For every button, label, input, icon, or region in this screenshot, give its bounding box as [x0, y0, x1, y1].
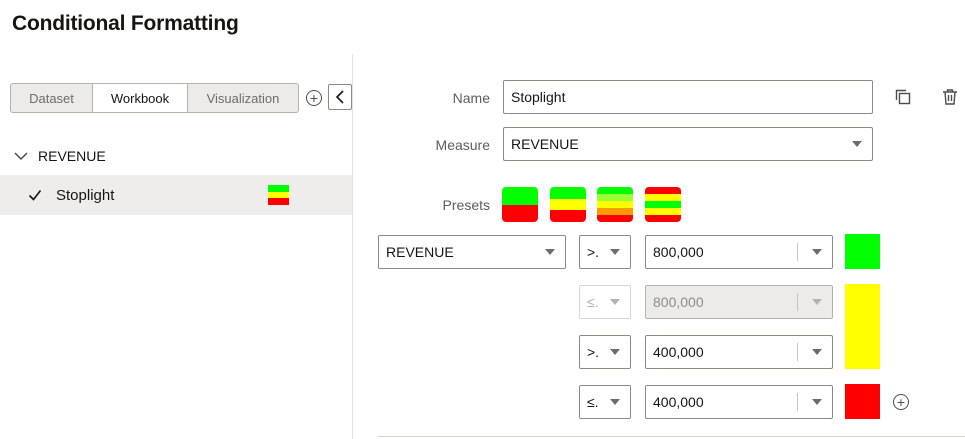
operator-value: >. — [587, 344, 600, 360]
chevron-down-icon — [14, 152, 28, 161]
dropdown-arrow-icon — [812, 299, 822, 305]
rule-measure-select[interactable]: REVENUE — [378, 235, 566, 269]
tree-group-revenue[interactable]: REVENUE — [12, 148, 106, 164]
preset-three-color[interactable] — [550, 187, 586, 222]
dropdown-arrow-icon — [610, 349, 620, 355]
chevron-left-icon — [335, 90, 344, 104]
tab-visualization[interactable]: Visualization — [206, 90, 280, 106]
dropdown-arrow-icon — [610, 249, 620, 255]
preset-two-color[interactable] — [502, 187, 538, 222]
dropdown-arrow-icon — [812, 349, 822, 355]
threshold-select-2: 800,000 — [645, 285, 833, 319]
panel-divider — [352, 54, 353, 439]
rule-color-preview — [268, 185, 289, 205]
threshold-select-4[interactable]: 400,000 — [645, 385, 833, 419]
threshold-value: 400,000 — [653, 394, 704, 410]
tree-item-stoplight[interactable]: Stoplight — [0, 175, 352, 215]
color-swatch-yellow[interactable] — [845, 284, 880, 369]
operator-value: >. — [587, 244, 600, 260]
presets-label: Presets — [442, 197, 490, 213]
measure-select-value: REVENUE — [511, 136, 579, 152]
threshold-select-1[interactable]: 800,000 — [645, 235, 833, 269]
bottom-divider — [378, 436, 965, 437]
dropdown-arrow-icon — [610, 299, 620, 305]
collapse-panel-button[interactable] — [328, 84, 352, 110]
threshold-select-3[interactable]: 400,000 — [645, 335, 833, 369]
operator-select-4[interactable]: ≤. — [579, 385, 631, 419]
operator-select-1[interactable]: >. — [579, 235, 631, 269]
tree-group-label: REVENUE — [38, 148, 106, 164]
operator-value: ≤. — [587, 394, 599, 410]
threshold-value: 800,000 — [653, 294, 704, 310]
measure-label: Measure — [435, 137, 490, 153]
dropdown-arrow-icon — [812, 249, 822, 255]
tab-workbook[interactable]: Workbook — [93, 84, 188, 112]
threshold-value: 800,000 — [653, 244, 704, 260]
threshold-value: 400,000 — [653, 344, 704, 360]
preset-banded[interactable] — [645, 187, 681, 222]
delete-icon[interactable] — [939, 86, 961, 108]
tab-dataset[interactable]: Dataset — [11, 84, 93, 112]
name-input[interactable]: Stoplight — [503, 80, 873, 114]
tree-item-label: Stoplight — [56, 186, 115, 204]
dropdown-arrow-icon — [812, 399, 822, 405]
rule-measure-value: REVENUE — [386, 244, 454, 260]
operator-select-3[interactable]: >. — [579, 335, 631, 369]
page-title: Conditional Formatting — [12, 12, 239, 35]
add-rule-icon[interactable]: + — [306, 90, 322, 106]
dropdown-arrow-icon — [852, 141, 862, 147]
dropdown-arrow-icon — [545, 249, 555, 255]
duplicate-icon[interactable] — [892, 86, 914, 108]
operator-value: ≤. — [587, 294, 599, 310]
color-swatch-green[interactable] — [845, 234, 880, 269]
checkmark-icon[interactable] — [28, 188, 42, 202]
color-swatch-red[interactable] — [845, 384, 880, 419]
dropdown-arrow-icon — [610, 399, 620, 405]
scope-tabs: Dataset Workbook Visualization — [10, 83, 299, 113]
measure-select[interactable]: REVENUE — [503, 127, 873, 161]
operator-select-2: ≤. — [579, 285, 631, 319]
add-condition-icon[interactable]: + — [893, 394, 909, 410]
preset-five-color[interactable] — [597, 187, 633, 222]
name-label: Name — [452, 90, 490, 106]
